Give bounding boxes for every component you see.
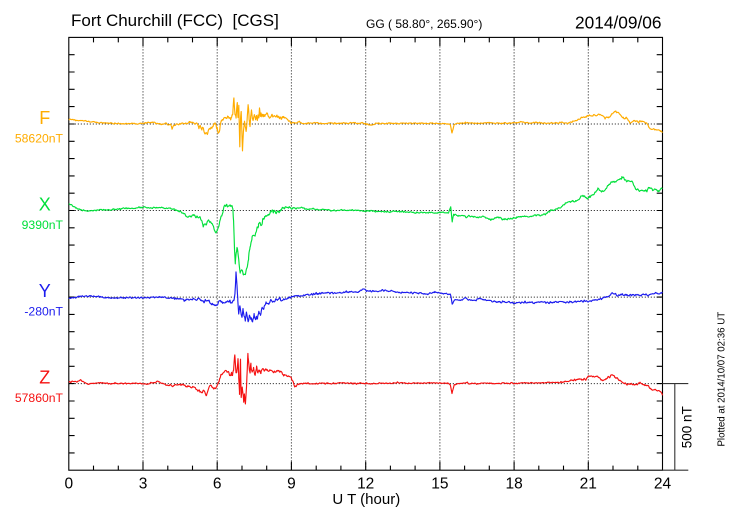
svg-text:3: 3 — [139, 476, 148, 493]
svg-text:15: 15 — [431, 476, 448, 493]
svg-text:6: 6 — [213, 476, 222, 493]
svg-text:9: 9 — [287, 476, 296, 493]
svg-text:Z: Z — [39, 368, 50, 388]
svg-text:F: F — [39, 108, 50, 128]
svg-text:12: 12 — [357, 476, 374, 493]
svg-text:0: 0 — [64, 476, 73, 493]
svg-text:18: 18 — [505, 476, 522, 493]
svg-text:58620nT: 58620nT — [15, 131, 64, 145]
svg-text:GG ( 58.80°, 265.90°): GG ( 58.80°, 265.90°) — [366, 17, 482, 31]
svg-text:57860nT: 57860nT — [15, 391, 64, 405]
svg-text:Y: Y — [39, 281, 51, 301]
svg-text:9390nT: 9390nT — [22, 218, 64, 232]
svg-text:24: 24 — [654, 476, 672, 493]
svg-text:500 nT: 500 nT — [680, 406, 695, 448]
svg-text:U T (hour): U T (hour) — [332, 491, 400, 508]
svg-text:-280nT: -280nT — [24, 304, 63, 318]
svg-text:2014/09/06: 2014/09/06 — [575, 13, 662, 33]
svg-text:21: 21 — [580, 476, 597, 493]
svg-text:Fort Churchill (FCC) [CGS]: Fort Churchill (FCC) [CGS] — [71, 11, 279, 30]
svg-text:Plotted at 2014/10/07 02:36 UT: Plotted at 2014/10/07 02:36 UT — [717, 312, 728, 447]
svg-text:X: X — [39, 195, 51, 215]
